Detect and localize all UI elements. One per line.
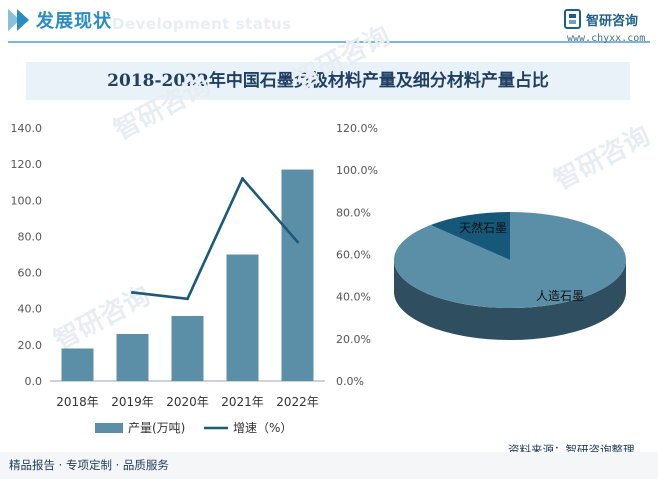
legend-line-label: 增速（%） xyxy=(233,421,292,435)
pie-label-artificial: 人造石墨 xyxy=(536,289,584,303)
pie-label-natural: 天然石墨 xyxy=(459,220,507,235)
brand-name: 智研咨询 xyxy=(586,14,639,29)
y-right-tick-label: 100.0% xyxy=(336,164,378,177)
growth-line xyxy=(132,177,299,301)
x-tick-label: 2018年 xyxy=(56,395,99,409)
y-left-tick-label: 20.0 xyxy=(18,339,43,352)
bar xyxy=(116,334,149,381)
line-point xyxy=(296,240,299,244)
chart-legend: 产量(万吨) 增速（%） xyxy=(95,421,292,435)
y-left-tick-label: 60.0 xyxy=(18,267,43,280)
watermark-text: 智研咨询 xyxy=(549,120,655,196)
x-tick-label: 2022年 xyxy=(276,395,319,409)
bar xyxy=(281,169,314,381)
bar xyxy=(226,254,259,381)
bar-line-chart: 0.0 20.0 40.0 60.0 80.0 100.0 120.0 140.0 0.0% 20… xyxy=(11,122,378,409)
legend-bar-swatch xyxy=(95,423,123,433)
x-tick-label: 2021年 xyxy=(221,395,264,409)
footer-bar xyxy=(0,452,658,479)
pie-side-wall xyxy=(394,260,626,340)
y-right-tick-label: 40.0% xyxy=(336,291,371,304)
page-title: 发展现状 xyxy=(36,11,112,32)
pie-slice-natural xyxy=(430,212,510,260)
chart-title: 2018-2022年中国石墨负极材料产量及细分材料产量占比 xyxy=(107,71,549,91)
y-right-tick-label: 80.0% xyxy=(336,206,371,219)
bar xyxy=(61,348,94,381)
line-point xyxy=(186,297,189,301)
y-left-tick-label: 80.0 xyxy=(18,230,43,243)
brand-url: www.chyxx.com xyxy=(567,33,646,44)
y-right-tick-label: 60.0% xyxy=(336,249,371,262)
y-left-tick-label: 120.0 xyxy=(11,158,43,171)
line-point xyxy=(241,177,244,181)
watermark-text: 智研咨询 xyxy=(109,70,215,146)
x-tick-label: 2019年 xyxy=(111,395,154,409)
y-left-tick-label: 100.0 xyxy=(11,194,43,207)
legend-bar-label: 产量(万吨) xyxy=(128,421,185,435)
y-right-tick-label: 0.0% xyxy=(336,375,364,388)
bar xyxy=(171,315,204,381)
y-right-tick-label: 20.0% xyxy=(336,333,371,346)
y-left-tick-label: 40.0 xyxy=(18,303,43,316)
logo-icon xyxy=(564,9,581,29)
line-point xyxy=(131,290,134,294)
y-left-tick-label: 0.0 xyxy=(25,375,43,388)
watermark-text: 智研咨询 xyxy=(289,20,395,96)
y-left-tick-label: 140.0 xyxy=(11,122,43,135)
footer-text: 精品报告 · 专项定制 · 品质服务 xyxy=(9,458,169,472)
header-arrow-icon xyxy=(8,9,29,31)
y-right-tick-label: 120.0% xyxy=(336,122,378,135)
x-tick-label: 2020年 xyxy=(166,395,209,409)
chart-title-bar xyxy=(26,62,630,100)
header-subtitle: Development status xyxy=(112,15,292,33)
